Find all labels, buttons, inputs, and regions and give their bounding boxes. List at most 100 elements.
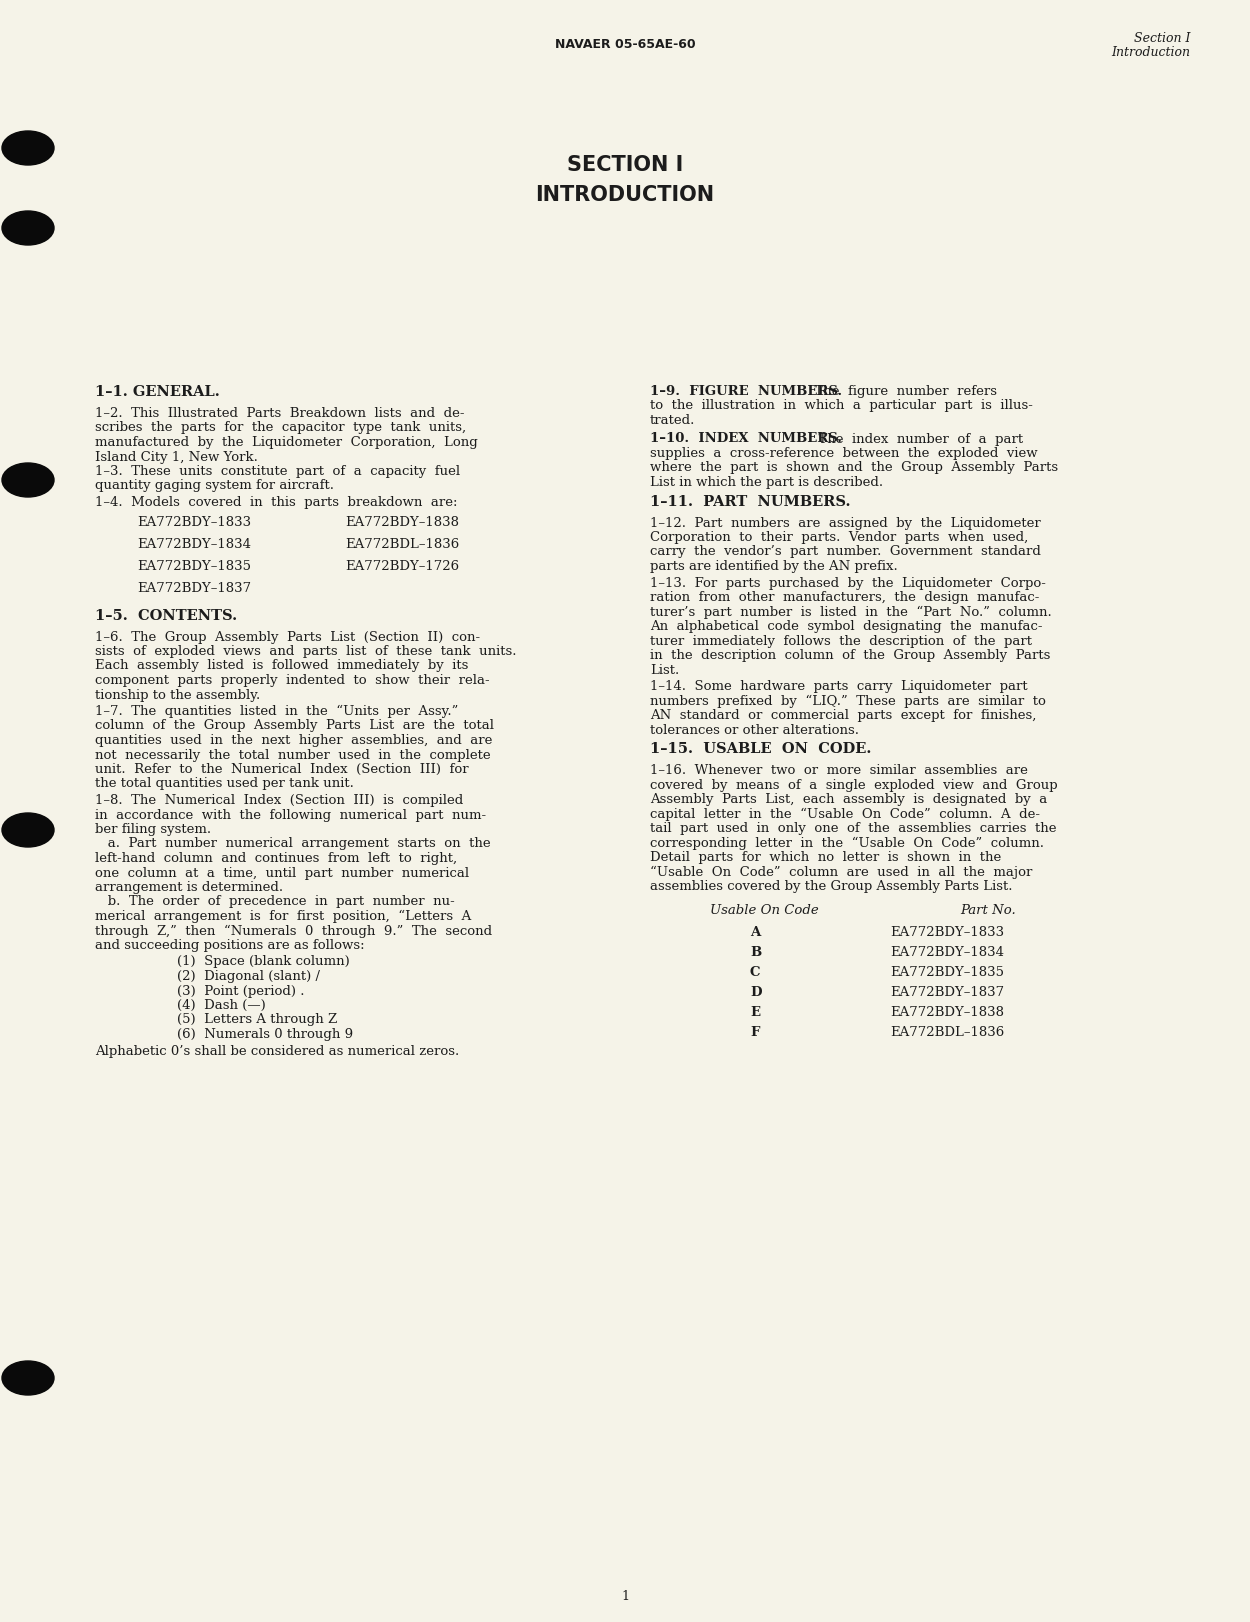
Text: 1–16.  Whenever  two  or  more  similar  assemblies  are: 1–16. Whenever two or more similar assem…: [650, 764, 1028, 777]
Text: Usable On Code: Usable On Code: [710, 905, 819, 918]
Text: 1–4.  Models  covered  in  this  parts  breakdown  are:: 1–4. Models covered in this parts breakd…: [95, 496, 458, 509]
Text: SECTION I: SECTION I: [568, 156, 682, 175]
Text: in  accordance  with  the  following  numerical  part  num-: in accordance with the following numeric…: [95, 808, 486, 821]
Text: Section I: Section I: [1134, 32, 1190, 45]
Text: 1–14.  Some  hardware  parts  carry  Liquidometer  part: 1–14. Some hardware parts carry Liquidom…: [650, 680, 1028, 693]
Text: Part No.: Part No.: [960, 905, 1016, 918]
Text: parts are identified by the AN prefix.: parts are identified by the AN prefix.: [650, 560, 898, 573]
Text: left-hand  column  and  continues  from  left  to  right,: left-hand column and continues from left…: [95, 852, 458, 865]
Text: unit.  Refer  to  the  Numerical  Index  (Section  III)  for: unit. Refer to the Numerical Index (Sect…: [95, 762, 469, 775]
Text: (6)  Numerals 0 through 9: (6) Numerals 0 through 9: [177, 1028, 354, 1041]
Text: ber filing system.: ber filing system.: [95, 822, 211, 835]
Text: AN  standard  or  commercial  parts  except  for  finishes,: AN standard or commercial parts except f…: [650, 709, 1036, 722]
Text: INTRODUCTION: INTRODUCTION: [535, 185, 715, 204]
Text: 1–11.  PART  NUMBERS.: 1–11. PART NUMBERS.: [650, 495, 850, 509]
Text: (4)  Dash (—): (4) Dash (—): [177, 999, 266, 1012]
Text: Each  assembly  listed  is  followed  immediately  by  its: Each assembly listed is followed immedia…: [95, 660, 469, 673]
Text: 1–6.  The  Group  Assembly  Parts  List  (Section  II)  con-: 1–6. The Group Assembly Parts List (Sect…: [95, 631, 480, 644]
Ellipse shape: [2, 813, 54, 847]
Text: 1–10.  INDEX  NUMBERS.: 1–10. INDEX NUMBERS.: [650, 433, 842, 446]
Text: The  index  number  of  a  part: The index number of a part: [810, 433, 1022, 446]
Text: EA772BDL–1836: EA772BDL–1836: [345, 539, 459, 551]
Text: b.  The  order  of  precedence  in  part  number  nu-: b. The order of precedence in part numbe…: [95, 895, 455, 908]
Text: to  the  illustration  in  which  a  particular  part  is  illus-: to the illustration in which a particula…: [650, 399, 1032, 412]
Text: 1–9.  FIGURE  NUMBERS.: 1–9. FIGURE NUMBERS.: [650, 384, 842, 397]
Text: corresponding  letter  in  the  “Usable  On  Code”  column.: corresponding letter in the “Usable On C…: [650, 837, 1044, 850]
Text: EA772BDL–1836: EA772BDL–1836: [890, 1027, 1004, 1040]
Text: in  the  description  column  of  the  Group  Assembly  Parts: in the description column of the Group A…: [650, 649, 1050, 662]
Text: Corporation  to  their  parts.  Vendor  parts  when  used,: Corporation to their parts. Vendor parts…: [650, 530, 1029, 543]
Text: trated.: trated.: [650, 414, 695, 427]
Text: a.  Part  number  numerical  arrangement  starts  on  the: a. Part number numerical arrangement sta…: [95, 837, 490, 850]
Text: EA772BDY–1834: EA772BDY–1834: [890, 947, 1004, 960]
Text: EA772BDY–1834: EA772BDY–1834: [138, 539, 251, 551]
Text: and succeeding positions are as follows:: and succeeding positions are as follows:: [95, 939, 365, 952]
Text: 1–8.  The  Numerical  Index  (Section  III)  is  compiled: 1–8. The Numerical Index (Section III) i…: [95, 795, 464, 808]
Text: The  figure  number  refers: The figure number refers: [806, 384, 998, 397]
Text: C: C: [750, 967, 760, 980]
Text: quantity gaging system for aircraft.: quantity gaging system for aircraft.: [95, 480, 334, 493]
Text: EA772BDY–1838: EA772BDY–1838: [345, 516, 459, 529]
Text: EA772BDY–1835: EA772BDY–1835: [138, 561, 251, 574]
Text: (3)  Point (period) .: (3) Point (period) .: [177, 985, 305, 998]
Text: 1–3.  These  units  constitute  part  of  a  capacity  fuel: 1–3. These units constitute part of a ca…: [95, 466, 460, 478]
Text: 1–5.  CONTENTS.: 1–5. CONTENTS.: [95, 608, 238, 623]
Text: List.: List.: [650, 663, 679, 676]
Text: one  column  at  a  time,  until  part  number  numerical: one column at a time, until part number …: [95, 866, 469, 879]
Text: (1)  Space (blank column): (1) Space (blank column): [177, 955, 350, 968]
Text: A: A: [750, 926, 760, 939]
Text: (5)  Letters A through Z: (5) Letters A through Z: [177, 1014, 338, 1027]
Text: B: B: [750, 947, 761, 960]
Text: quantities  used  in  the  next  higher  assemblies,  and  are: quantities used in the next higher assem…: [95, 735, 492, 748]
Text: column  of  the  Group  Assembly  Parts  List  are  the  total: column of the Group Assembly Parts List …: [95, 720, 494, 733]
Text: tail  part  used  in  only  one  of  the  assemblies  carries  the: tail part used in only one of the assemb…: [650, 822, 1056, 835]
Text: where  the  part  is  shown  and  the  Group  Assembly  Parts: where the part is shown and the Group As…: [650, 462, 1058, 475]
Text: turer’s  part  number  is  listed  in  the  “Part  No.”  column.: turer’s part number is listed in the “Pa…: [650, 605, 1051, 618]
Text: ration  from  other  manufacturers,  the  design  manufac-: ration from other manufacturers, the des…: [650, 590, 1040, 603]
Text: EA772BDY–1833: EA772BDY–1833: [138, 516, 251, 529]
Text: capital  letter  in  the  “Usable  On  Code”  column.  A  de-: capital letter in the “Usable On Code” c…: [650, 808, 1040, 821]
Text: component  parts  properly  indented  to  show  their  rela-: component parts properly indented to sho…: [95, 675, 490, 688]
Text: EA772BDY–1726: EA772BDY–1726: [345, 561, 459, 574]
Text: assemblies covered by the Group Assembly Parts List.: assemblies covered by the Group Assembly…: [650, 881, 1012, 894]
Text: carry  the  vendor’s  part  number.  Government  standard: carry the vendor’s part number. Governme…: [650, 545, 1041, 558]
Text: List in which the part is described.: List in which the part is described.: [650, 475, 882, 488]
Text: D: D: [750, 986, 761, 999]
Text: merical  arrangement  is  for  first  position,  “Letters  A: merical arrangement is for first positio…: [95, 910, 471, 923]
Text: covered  by  means  of  a  single  exploded  view  and  Group: covered by means of a single exploded vi…: [650, 779, 1058, 792]
Ellipse shape: [2, 1361, 54, 1395]
Text: turer  immediately  follows  the  description  of  the  part: turer immediately follows the descriptio…: [650, 634, 1032, 647]
Text: NAVAER 05-65AE-60: NAVAER 05-65AE-60: [555, 37, 695, 50]
Text: 1–12.  Part  numbers  are  assigned  by  the  Liquidometer: 1–12. Part numbers are assigned by the L…: [650, 516, 1041, 529]
Text: 1–7.  The  quantities  listed  in  the  “Units  per  Assy.”: 1–7. The quantities listed in the “Units…: [95, 706, 459, 719]
Text: Introduction: Introduction: [1111, 45, 1190, 58]
Ellipse shape: [2, 211, 54, 245]
Text: 1–13.  For  parts  purchased  by  the  Liquidometer  Corpo-: 1–13. For parts purchased by the Liquido…: [650, 576, 1046, 589]
Text: manufactured  by  the  Liquidometer  Corporation,  Long: manufactured by the Liquidometer Corpora…: [95, 436, 478, 449]
Text: E: E: [750, 1007, 760, 1020]
Text: not  necessarily  the  total  number  used  in  the  complete: not necessarily the total number used in…: [95, 748, 490, 761]
Text: arrangement is determined.: arrangement is determined.: [95, 881, 282, 894]
Text: tionship to the assembly.: tionship to the assembly.: [95, 688, 260, 701]
Text: (2)  Diagonal (slant) /: (2) Diagonal (slant) /: [177, 970, 320, 983]
Ellipse shape: [2, 462, 54, 496]
Text: Detail  parts  for  which  no  letter  is  shown  in  the: Detail parts for which no letter is show…: [650, 852, 1001, 865]
Text: EA772BDY–1835: EA772BDY–1835: [890, 967, 1004, 980]
Text: 1–1. GENERAL.: 1–1. GENERAL.: [95, 384, 220, 399]
Text: sists  of  exploded  views  and  parts  list  of  these  tank  units.: sists of exploded views and parts list o…: [95, 646, 516, 659]
Text: EA772BDY–1837: EA772BDY–1837: [138, 582, 251, 595]
Text: Assembly  Parts  List,  each  assembly  is  designated  by  a: Assembly Parts List, each assembly is de…: [650, 793, 1048, 806]
Text: 1–15.  USABLE  ON  CODE.: 1–15. USABLE ON CODE.: [650, 741, 871, 756]
Text: EA772BDY–1838: EA772BDY–1838: [890, 1007, 1004, 1020]
Text: Alphabetic 0’s shall be considered as numerical zeros.: Alphabetic 0’s shall be considered as nu…: [95, 1045, 459, 1058]
Text: An  alphabetical  code  symbol  designating  the  manufac-: An alphabetical code symbol designating …: [650, 620, 1042, 633]
Text: 1–2.  This  Illustrated  Parts  Breakdown  lists  and  de-: 1–2. This Illustrated Parts Breakdown li…: [95, 407, 465, 420]
Text: tolerances or other alterations.: tolerances or other alterations.: [650, 723, 859, 736]
Text: Island City 1, New York.: Island City 1, New York.: [95, 451, 258, 464]
Text: 1: 1: [621, 1590, 629, 1603]
Text: EA772BDY–1837: EA772BDY–1837: [890, 986, 1004, 999]
Text: scribes  the  parts  for  the  capacitor  type  tank  units,: scribes the parts for the capacitor type…: [95, 422, 466, 435]
Text: through  Z,”  then  “Numerals  0  through  9.”  The  second: through Z,” then “Numerals 0 through 9.”…: [95, 925, 492, 938]
Text: EA772BDY–1833: EA772BDY–1833: [890, 926, 1004, 939]
Text: the total quantities used per tank unit.: the total quantities used per tank unit.: [95, 777, 354, 790]
